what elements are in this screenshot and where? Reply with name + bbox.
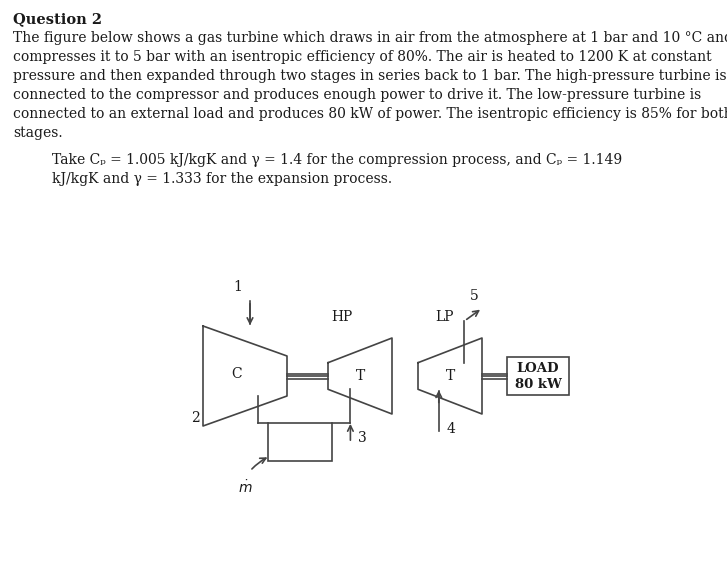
Text: 1: 1 xyxy=(233,280,242,294)
Text: compresses it to 5 bar with an isentropic efficiency of 80%. The air is heated t: compresses it to 5 bar with an isentropi… xyxy=(13,50,712,64)
Text: connected to an external load and produces 80 kW of power. The isentropic effici: connected to an external load and produc… xyxy=(13,107,727,121)
Text: 3: 3 xyxy=(358,431,367,445)
Text: LP: LP xyxy=(435,310,454,324)
Text: $\dot{m}$: $\dot{m}$ xyxy=(238,479,252,496)
Text: The figure below shows a gas turbine which draws in air from the atmosphere at 1: The figure below shows a gas turbine whi… xyxy=(13,31,727,45)
Text: T: T xyxy=(356,369,365,383)
Text: Question 2: Question 2 xyxy=(13,12,102,26)
Text: 4: 4 xyxy=(447,422,456,436)
Text: pressure and then expanded through two stages in series back to 1 bar. The high-: pressure and then expanded through two s… xyxy=(13,69,726,83)
Text: T: T xyxy=(446,369,454,383)
Text: connected to the compressor and produces enough power to drive it. The low-press: connected to the compressor and produces… xyxy=(13,88,702,102)
Bar xyxy=(507,357,569,395)
Text: LOAD: LOAD xyxy=(517,362,559,375)
Text: stages.: stages. xyxy=(13,126,63,140)
Text: kJ/kgK and γ = 1.333 for the expansion process.: kJ/kgK and γ = 1.333 for the expansion p… xyxy=(52,172,392,186)
Text: 5: 5 xyxy=(470,289,479,303)
Text: HP: HP xyxy=(332,310,353,324)
Text: Take Cₚ = 1.005 kJ/kgK and γ = 1.4 for the compression process, and Cₚ = 1.149: Take Cₚ = 1.005 kJ/kgK and γ = 1.4 for t… xyxy=(52,153,622,167)
Text: 80 kW: 80 kW xyxy=(515,378,561,390)
Bar xyxy=(268,423,332,461)
Text: 2: 2 xyxy=(190,411,199,425)
Text: C: C xyxy=(232,367,242,381)
